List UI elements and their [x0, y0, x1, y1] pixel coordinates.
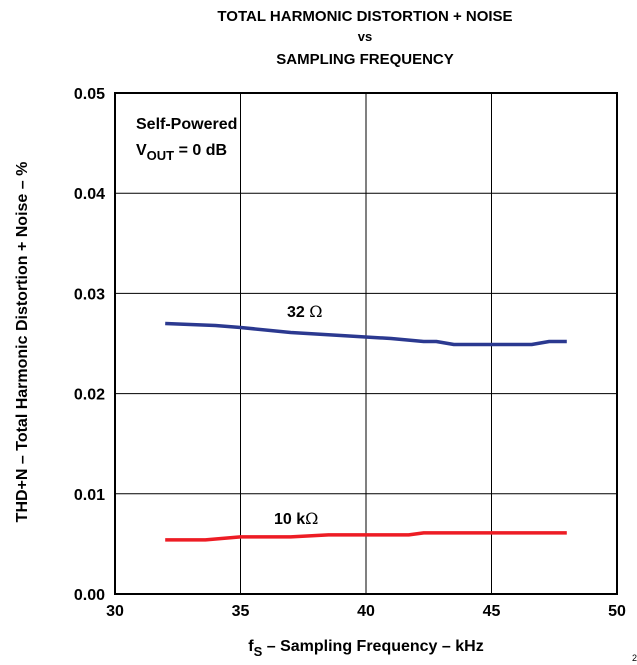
corner-mark: 2	[631, 653, 637, 663]
annotation-block: Self-Powered VOUT = 0 dB	[136, 116, 237, 163]
series-label-10k-ohm-unit: Ω	[305, 509, 318, 528]
y-tick-label: 0.05	[74, 86, 105, 103]
x-axis-label-sub: S	[254, 644, 263, 659]
series-label-32-ohm-unit: Ω	[309, 302, 322, 321]
y-tick-label: 0.04	[74, 186, 105, 203]
chart-title-line-3: SAMPLING FREQUENCY	[276, 51, 454, 68]
chart-title: TOTAL HARMONIC DISTORTION + NOISE vs SAM…	[217, 8, 512, 68]
annotation-vout-rest: = 0 dB	[174, 142, 227, 159]
x-axis-label: fS – Sampling Frequency – kHz	[248, 638, 483, 659]
x-tick-label: 30	[106, 603, 124, 620]
series-line-10k-ohm	[165, 531, 567, 542]
y-tick-label: 0.03	[74, 286, 105, 303]
annotation-self-powered: Self-Powered	[136, 116, 237, 133]
chart-title-line-1: TOTAL HARMONIC DISTORTION + NOISE	[217, 8, 512, 25]
annotation-vout: VOUT = 0 dB	[136, 142, 227, 163]
series-group	[165, 321, 567, 542]
x-tick-label: 45	[483, 603, 501, 620]
series-label-10k-ohm-value: 10 k	[274, 511, 305, 528]
series-label-32-ohm-value: 32	[287, 304, 309, 321]
tick-labels: 30 35 40 45 50 0.00 0.01 0.02 0.03 0.04 0.05	[74, 86, 626, 620]
y-tick-label: 0.02	[74, 387, 105, 404]
y-axis-label: THD+N – Total Harmonic Distortion + Nois…	[14, 162, 31, 523]
series-label-10k-ohm: 10 kΩ	[274, 509, 318, 528]
annotation-vout-sub: OUT	[147, 148, 175, 163]
plot-frame	[114, 92, 618, 595]
x-tick-label: 50	[608, 603, 626, 620]
x-axis-label-main: f	[248, 638, 254, 655]
y-tick-label: 0.00	[74, 587, 105, 604]
annotation-vout-main: V	[136, 142, 147, 159]
series-label-32-ohm: 32 Ω	[287, 302, 323, 321]
x-axis-label-rest: – Sampling Frequency – kHz	[262, 638, 483, 655]
chart-title-line-2: vs	[358, 29, 372, 44]
series-line-32-ohm	[165, 321, 567, 347]
y-tick-label: 0.01	[74, 487, 105, 504]
x-tick-label: 40	[357, 603, 375, 620]
x-tick-label: 35	[232, 603, 250, 620]
